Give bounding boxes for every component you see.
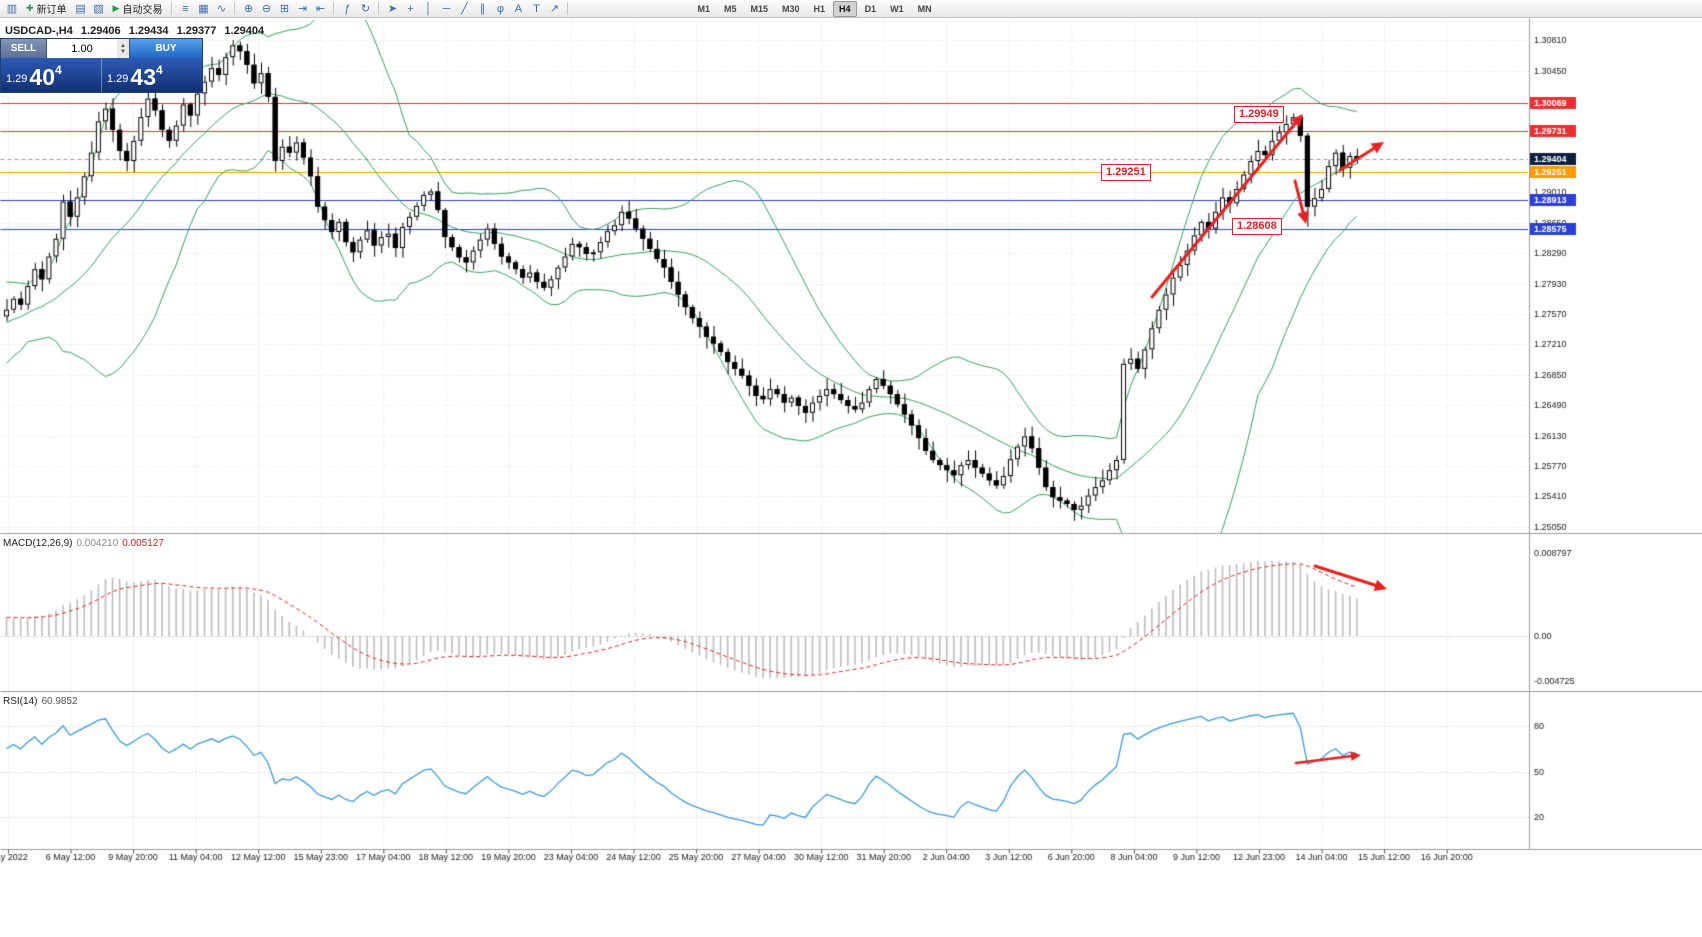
timeframe-group: M1 M5 M15 M30 H1 H4 D1 W1 MN — [690, 0, 938, 17]
sell-button[interactable]: SELL — [1, 39, 47, 58]
crosshair-icon[interactable]: + — [407, 2, 414, 15]
main-toolbar: ▥ ✚ 新订单 ▤ ▧ ▶ 自动交易 ≡ ▦ ∿ ⊕ ⊖ ⊞ ⇥ ⇤ ƒ ↻ ➤… — [0, 0, 1702, 18]
timeframe-h1-button[interactable]: H1 — [813, 3, 826, 14]
timeframe-w1-button[interactable]: W1 — [890, 3, 904, 14]
ohlc-low: 1.29377 — [176, 25, 217, 37]
price-annotation-box-mid[interactable]: 1.29251 — [1101, 164, 1151, 181]
chart-symbol-info: USDCAD-,H4 1.29406 1.29434 1.29377 1.294… — [5, 25, 269, 37]
ohlc-high: 1.29434 — [128, 25, 169, 37]
stepper-up-icon[interactable]: ▲ — [120, 42, 126, 49]
cursor-icon[interactable]: ➤ — [387, 2, 398, 15]
toolbar-separator — [567, 2, 569, 15]
zoom-out-icon[interactable]: ⊖ — [261, 2, 272, 15]
bid-price: 1.29 40 4 — [1, 58, 102, 92]
timeframe-m5-button[interactable]: M5 — [723, 3, 737, 14]
new-order-icon: ✚ — [26, 3, 34, 13]
macd-signal-value: 0.005127 — [122, 538, 164, 549]
text-label-icon[interactable]: T — [533, 2, 540, 15]
candlestick-chart-icon[interactable]: ▦ — [198, 2, 209, 15]
timeframe-d1-button[interactable]: D1 — [864, 3, 877, 14]
arrows-icon[interactable]: ↗ — [549, 2, 560, 15]
timeframe-m1-button[interactable]: M1 — [697, 3, 710, 14]
horizontal-line-icon[interactable]: ─ — [442, 2, 451, 15]
stepper-down-icon[interactable]: ▼ — [120, 48, 126, 55]
ohlc-open: 1.29406 — [80, 25, 121, 37]
trendline-icon[interactable]: ╱ — [461, 2, 468, 15]
rsi-indicator-label: RSI(14) 60.9852 — [3, 696, 78, 707]
buy-button[interactable]: BUY — [130, 39, 202, 58]
refresh-icon[interactable]: ↻ — [360, 2, 371, 15]
ask-price: 1.29 43 4 — [102, 58, 202, 92]
symbol-timeframe-label: USDCAD-,H4 — [5, 25, 73, 37]
timeframe-mn-button[interactable]: MN — [917, 3, 932, 14]
market-watch-icon[interactable]: ▤ — [75, 2, 86, 15]
chart-area: USDCAD-,H4 1.29406 1.29434 1.29377 1.294… — [0, 18, 1702, 937]
one-click-trading-panel: SELL ▲▼ BUY 1.29404 1.29434 — [0, 38, 203, 93]
timeframe-h4-button[interactable]: H4 — [833, 0, 857, 17]
timeframe-m30-button[interactable]: M30 — [782, 3, 800, 14]
autotrading-button[interactable]: ▶ 自动交易 — [109, 1, 167, 16]
price-annotation-box-high[interactable]: 1.29949 — [1234, 106, 1284, 123]
autotrading-play-icon: ▶ — [112, 3, 120, 13]
equidistant-channel-icon[interactable]: ∥ — [479, 2, 486, 15]
zoom-in-icon[interactable]: ⊕ — [243, 2, 254, 15]
volume-field: ▲▼ — [47, 39, 130, 58]
ask-price-pips: 43 — [130, 64, 157, 90]
macd-indicator-label: MACD(12,26,9) 0.004210 0.005127 — [3, 538, 164, 549]
auto-scroll-icon[interactable]: ⇥ — [297, 2, 308, 15]
macd-title: MACD(12,26,9) — [3, 538, 73, 549]
timeframe-m15-button[interactable]: M15 — [750, 3, 769, 14]
toolbar-separator — [378, 2, 380, 15]
bid-price-point: 4 — [55, 63, 62, 77]
volume-stepper[interactable]: ▲ ▼ — [117, 39, 129, 58]
ask-price-point: 4 — [156, 63, 163, 77]
bars-chart-icon[interactable]: ≡ — [182, 2, 189, 15]
new-chart-icon[interactable]: ▥ — [6, 2, 18, 15]
chart-shift-icon[interactable]: ⇤ — [315, 2, 326, 15]
ask-price-prefix: 1.29 — [107, 73, 129, 85]
new-order-button[interactable]: ✚ 新订单 — [22, 1, 71, 16]
price-chart-canvas[interactable] — [0, 18, 1702, 937]
toolbar-separator — [333, 2, 335, 15]
toolbar-separator — [171, 2, 173, 15]
vertical-line-icon[interactable]: │ — [425, 2, 432, 15]
bid-price-prefix: 1.29 — [6, 73, 28, 85]
navigator-icon[interactable]: ▧ — [93, 2, 104, 15]
text-icon[interactable]: A — [514, 2, 523, 15]
rsi-value: 60.9852 — [41, 696, 78, 707]
volume-input[interactable] — [47, 39, 117, 58]
indicators-list-icon[interactable]: ƒ — [344, 2, 351, 15]
tile-windows-icon[interactable]: ⊞ — [279, 2, 290, 15]
fibonacci-icon[interactable]: φ — [496, 2, 505, 15]
line-chart-icon[interactable]: ∿ — [216, 2, 227, 15]
rsi-title: RSI(14) — [3, 696, 38, 707]
new-order-label: 新订单 — [36, 5, 67, 16]
ohlc-close: 1.29404 — [224, 25, 265, 37]
macd-main-value: 0.004210 — [76, 538, 119, 549]
autotrading-label: 自动交易 — [122, 5, 163, 16]
price-annotation-box-low[interactable]: 1.28608 — [1232, 218, 1282, 235]
toolbar-separator — [234, 2, 236, 15]
bid-price-pips: 40 — [29, 64, 56, 90]
